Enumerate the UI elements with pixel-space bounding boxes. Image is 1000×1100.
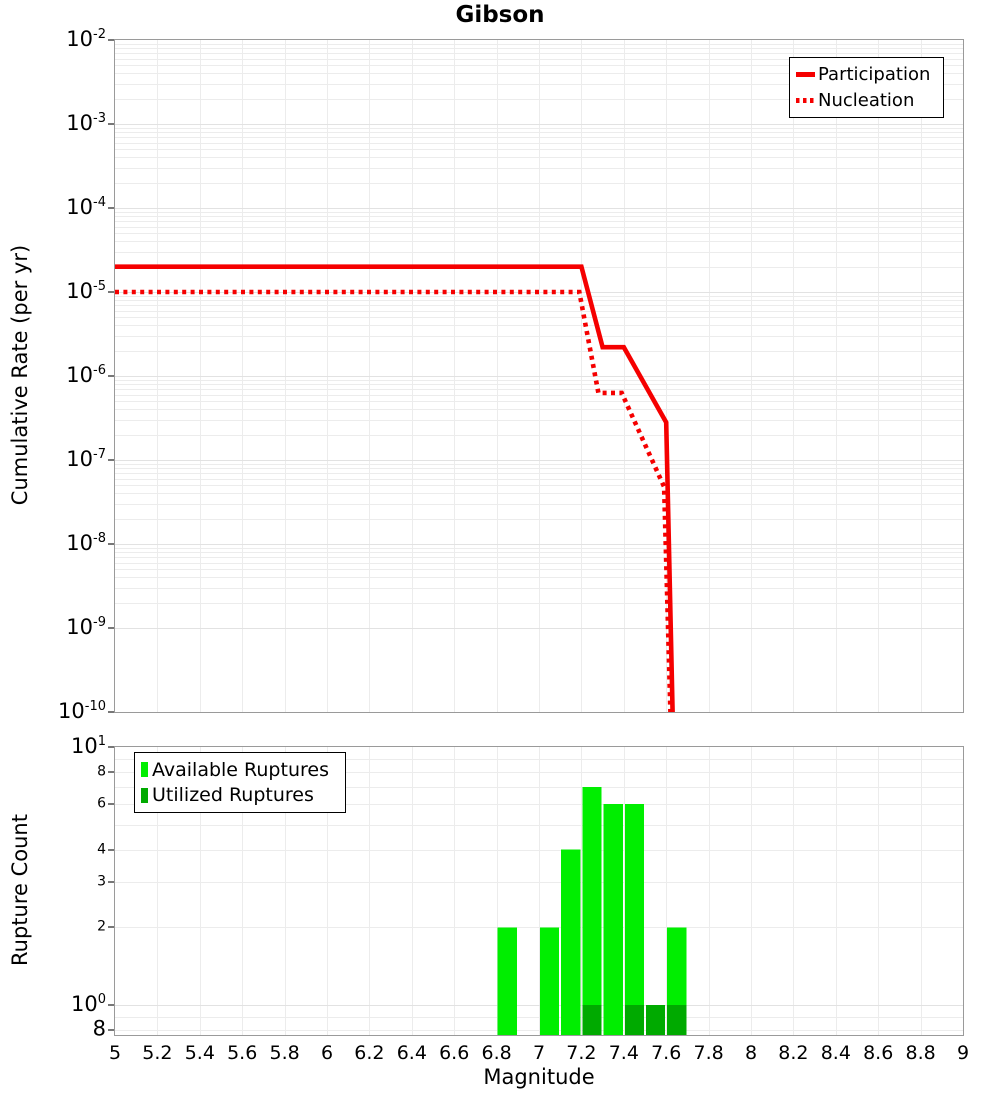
legend-item-utilized: Utilized Ruptures — [141, 784, 339, 806]
y-tick-label: 6 — [97, 795, 106, 812]
chart-title: Gibson — [455, 2, 545, 28]
axis-tick — [108, 1004, 114, 1006]
y-tick-label: 8 — [97, 763, 106, 780]
x-tick-label: 9 — [956, 1042, 970, 1064]
x-tick-label: 7.2 — [566, 1042, 597, 1064]
x-tick-label: 6.4 — [396, 1042, 427, 1064]
axis-tick — [108, 711, 114, 713]
axis-tick — [108, 771, 114, 773]
x-tick-label: 5.6 — [227, 1042, 258, 1064]
x-tick-label: 5.4 — [184, 1042, 215, 1064]
utilized-bar — [582, 1005, 602, 1035]
x-tick-label: 6.2 — [354, 1042, 385, 1064]
x-tick-label: 7.4 — [608, 1042, 639, 1064]
y-tick-label: 10-5 — [66, 279, 106, 304]
rate-plot-svg — [115, 40, 963, 712]
available-bar — [582, 787, 602, 1035]
legend-item-participation: Participation — [796, 64, 937, 85]
y-tick-label: 100 — [70, 992, 106, 1017]
legend-item-nucleation: Nucleation — [796, 90, 937, 111]
available-bar — [603, 804, 623, 1035]
count-legend: Available Ruptures Utilized Ruptures — [134, 752, 346, 813]
utilized-swatch-icon — [141, 787, 148, 803]
legend-label: Available Ruptures — [152, 758, 329, 781]
legend-label: Nucleation — [818, 89, 915, 111]
bottom-y-axis-title: Rupture Count — [8, 814, 32, 966]
x-tick-label: 6 — [320, 1042, 334, 1064]
axis-tick — [108, 926, 114, 929]
x-tick-label: 5 — [108, 1042, 122, 1064]
nucleation-line-icon — [796, 97, 815, 103]
axis-tick — [108, 459, 114, 461]
available-bar — [624, 804, 644, 1035]
x-tick-label: 5.8 — [269, 1042, 300, 1064]
x-tick-label: 7.8 — [693, 1042, 724, 1064]
x-tick-label: 8.4 — [820, 1042, 851, 1064]
available-bar — [561, 849, 581, 1035]
x-tick-label: 8.2 — [778, 1042, 809, 1064]
axis-tick — [108, 375, 114, 377]
axis-tick — [108, 123, 114, 125]
x-tick-label: 8.8 — [905, 1042, 936, 1064]
y-tick-label: 101 — [70, 734, 106, 759]
axis-tick — [108, 848, 114, 851]
y-tick-label: 8 — [92, 1016, 106, 1041]
participation-line — [115, 264, 675, 712]
y-tick-label: 10-10 — [58, 699, 106, 724]
count-plot-svg — [115, 747, 963, 1035]
x-tick-label: 6.6 — [439, 1042, 470, 1064]
y-tick-label: 10-2 — [66, 27, 106, 52]
y-tick-label: 10-4 — [66, 195, 106, 220]
x-axis-title: Magnitude — [483, 1065, 595, 1089]
x-tick-label: 7.6 — [651, 1042, 682, 1064]
x-tick-label: 5.2 — [142, 1042, 173, 1064]
axis-tick — [108, 1029, 114, 1031]
axis-tick — [108, 880, 114, 883]
utilized-bar — [624, 1005, 644, 1035]
axis-tick — [108, 207, 114, 209]
legend-item-available: Available Ruptures — [141, 759, 339, 781]
available-swatch-icon — [141, 762, 148, 778]
y-tick-label: 10-6 — [66, 363, 106, 388]
y-tick-label: 4 — [97, 841, 106, 858]
nucleation-line — [115, 289, 673, 712]
x-tick-label: 6.8 — [481, 1042, 512, 1064]
rate-legend: Participation Nucleation — [789, 57, 944, 118]
x-tick-label: 7 — [532, 1042, 546, 1064]
y-tick-label: 10-9 — [66, 615, 106, 640]
utilized-bar — [667, 1005, 687, 1035]
x-tick-label: 8 — [744, 1042, 758, 1064]
rate-plot-area — [114, 39, 964, 713]
y-tick-label: 3 — [97, 873, 106, 890]
participation-line-icon — [796, 72, 815, 78]
available-bar — [497, 927, 517, 1035]
available-bar — [540, 927, 560, 1035]
axis-tick — [108, 627, 114, 629]
axis-tick — [108, 543, 114, 545]
axis-tick — [108, 746, 114, 748]
legend-label: Participation — [818, 64, 931, 86]
axis-tick — [108, 291, 114, 293]
y-tick-label: 2 — [97, 918, 106, 935]
legend-label: Utilized Ruptures — [152, 784, 314, 807]
y-tick-label: 10-8 — [66, 531, 106, 556]
y-tick-label: 10-3 — [66, 111, 106, 136]
utilized-bar — [646, 1005, 666, 1035]
axis-tick — [108, 39, 114, 41]
x-tick-label: 8.6 — [863, 1042, 894, 1064]
y-tick-label: 10-7 — [66, 447, 106, 472]
axis-tick — [108, 803, 114, 806]
